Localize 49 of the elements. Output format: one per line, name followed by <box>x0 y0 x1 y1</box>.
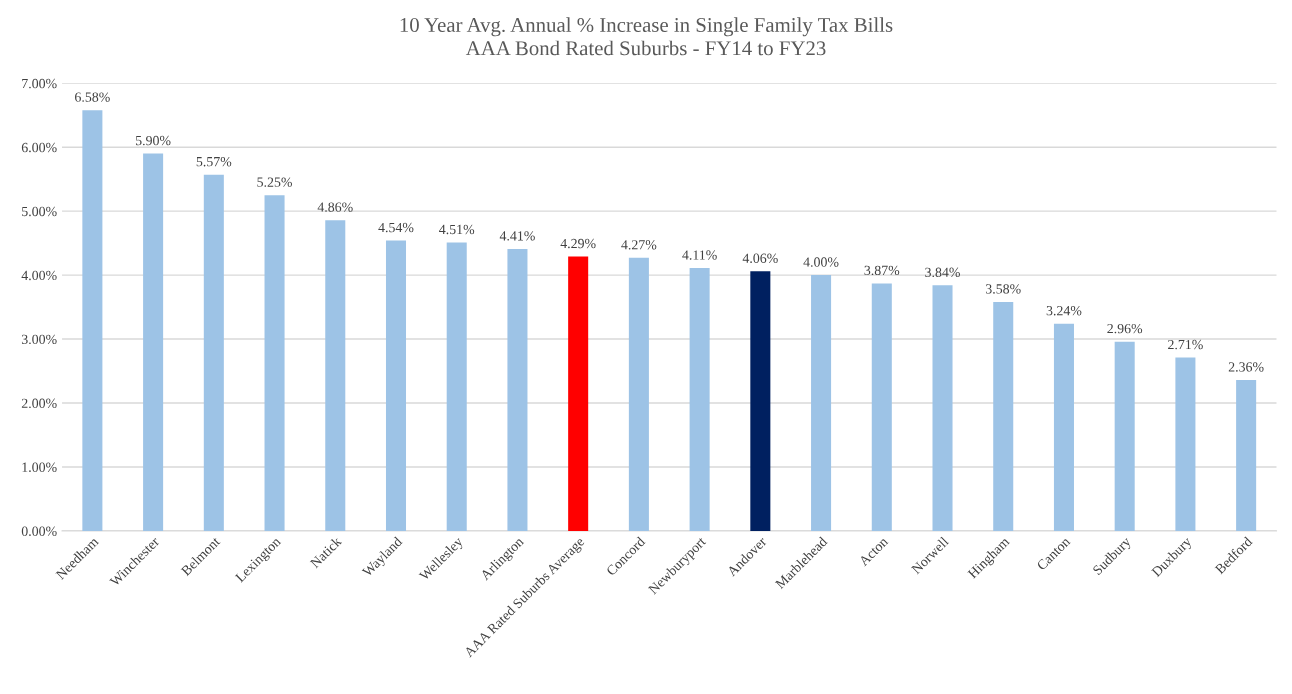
data-label: 4.00% <box>803 257 839 267</box>
bar <box>264 195 285 531</box>
bar <box>628 257 649 531</box>
bar <box>1053 323 1074 531</box>
y-tick-label: 1.00% <box>22 462 57 472</box>
data-label: 3.58% <box>985 284 1021 294</box>
bar <box>325 220 346 531</box>
bar <box>689 268 710 531</box>
data-label: 4.27% <box>621 240 657 250</box>
y-tick-label: 3.00% <box>21 334 57 345</box>
data-label: 3.24% <box>1046 305 1082 316</box>
bar <box>82 110 103 531</box>
data-label: 4.51% <box>439 224 475 235</box>
data-label: 3.84% <box>925 267 960 278</box>
data-label: 4.29% <box>560 238 596 249</box>
data-label: 4.41% <box>499 231 535 241</box>
data-label: 2.71% <box>1168 339 1203 350</box>
bar <box>507 248 528 531</box>
bar <box>871 283 892 531</box>
bar <box>993 301 1014 531</box>
bar <box>1114 341 1135 531</box>
y-tick-label: 5.00% <box>22 206 57 217</box>
bar <box>750 271 771 531</box>
y-tick-label: 7.00% <box>22 78 57 89</box>
y-tick-label: 2.00% <box>21 398 57 409</box>
chart-title: 10 Year Avg. Annual % Increase in Single Family Tax Bills AAA Bond Rated Suburbs - FY14 to FY23 <box>400 17 893 56</box>
bar <box>932 285 953 531</box>
bar <box>1175 357 1196 531</box>
bar <box>143 153 164 531</box>
data-label: 4.86% <box>317 202 353 212</box>
y-tick-label: 0.00% <box>21 526 57 536</box>
bar <box>1236 379 1257 531</box>
data-label: 2.96% <box>1107 323 1143 334</box>
data-label: 5.57% <box>196 156 232 167</box>
y-tick-label: 6.00% <box>21 142 57 153</box>
data-label: 4.54% <box>378 222 414 233</box>
data-label: 4.11% <box>682 250 717 260</box>
bar <box>446 242 467 531</box>
bar <box>203 174 224 531</box>
data-label: 3.87% <box>864 265 900 276</box>
bar <box>811 275 832 531</box>
bar <box>385 240 407 531</box>
y-tick-label: 4.00% <box>21 270 57 281</box>
data-label: 5.25% <box>257 177 293 187</box>
data-label: 6.58% <box>75 92 110 102</box>
data-label: 2.36% <box>1228 362 1264 372</box>
bar <box>568 256 589 531</box>
data-label: 5.90% <box>135 135 171 146</box>
data-label: 4.06% <box>742 253 778 263</box>
